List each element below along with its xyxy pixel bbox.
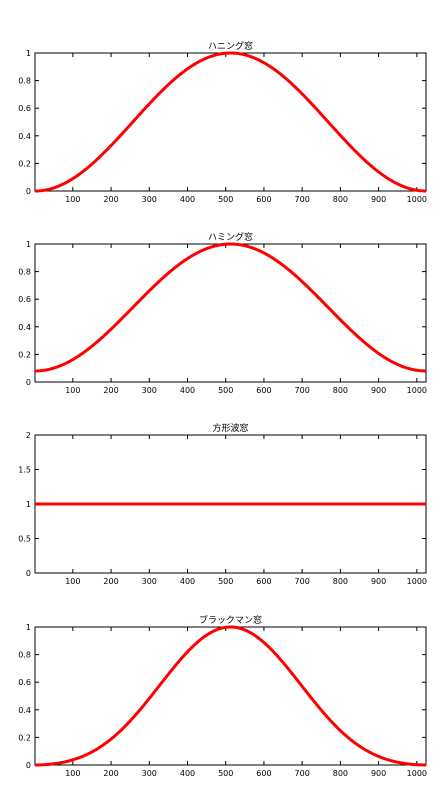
x-tick-label: 700 (295, 195, 310, 204)
x-tick-label: 500 (218, 769, 233, 778)
y-tick-label: 0.2 (18, 733, 31, 742)
x-tick-label: 800 (333, 769, 348, 778)
y-tick-label: 1.5 (18, 466, 31, 475)
axes-box (34, 243, 427, 383)
y-tick-label: 0 (26, 378, 31, 387)
x-tick-label: 100 (65, 386, 80, 395)
x-tick-label: 300 (142, 386, 157, 395)
x-tick-label: 200 (103, 577, 118, 586)
x-tick-label: 600 (256, 577, 271, 586)
y-tick-label: 0.8 (18, 77, 31, 86)
chart-title: ハミング窓 (208, 231, 253, 243)
y-tick-label: 0.2 (18, 159, 31, 168)
y-tick-label: 0 (26, 187, 31, 196)
x-tick-label: 900 (371, 577, 386, 586)
x-tick-label: 200 (103, 386, 118, 395)
x-tick-label: 800 (333, 386, 348, 395)
y-tick-label: 0.6 (18, 295, 31, 304)
y-tick-label: 0.4 (18, 323, 31, 332)
x-tick-label: 500 (218, 577, 233, 586)
subplot-4: ブラックマン窓 100 200 300 400 500 600 700 800 900 1000 0 0… (18, 614, 427, 778)
x-tick-label: 400 (180, 195, 195, 204)
x-tick-label: 1000 (407, 386, 427, 395)
x-tick-label: 100 (65, 769, 80, 778)
x-tick-label: 200 (103, 769, 118, 778)
subplot-2: ハミング窓 100 200 300 400 500 600 700 800 900 1000 0 0.2… (18, 231, 427, 395)
x-tick-label: 700 (295, 386, 310, 395)
x-tick-label: 400 (180, 577, 195, 586)
y-tick-label: 1 (26, 500, 31, 509)
y-tick-label: 0 (26, 569, 31, 578)
x-tick-label: 500 (218, 386, 233, 395)
y-tick-label: 1 (26, 623, 31, 632)
y-tick-label: 0 (26, 761, 31, 770)
chart-title: 方形波窓 (212, 422, 248, 434)
x-tick-label: 300 (142, 769, 157, 778)
x-tick-label: 600 (256, 769, 271, 778)
x-tick-label: 300 (142, 577, 157, 586)
y-tick-label: 0.8 (18, 651, 31, 660)
x-tick-label: 800 (333, 577, 348, 586)
y-tick-label: 0.2 (18, 350, 31, 359)
axes-box (34, 52, 427, 192)
subplot-3: 方形波窓 100 200 300 400 500 600 700 800 900 1000 0 0.5 1… (18, 422, 427, 586)
x-tick-label: 200 (103, 195, 118, 204)
x-tick-label: 500 (218, 195, 233, 204)
x-tick-label: 700 (295, 577, 310, 586)
y-tick-label: 0.4 (18, 706, 31, 715)
chart-title: ハニング窓 (208, 40, 253, 52)
x-tick-label: 900 (371, 195, 386, 204)
y-tick-label: 2 (26, 431, 31, 440)
x-tick-label: 900 (371, 769, 386, 778)
subplot-1: ハニング窓 100 200 300 400 500 600 700 800 900 1000 0 0.2… (18, 40, 427, 204)
series-line (34, 625, 427, 767)
x-tick-label: 1000 (407, 769, 427, 778)
series-line (34, 51, 427, 193)
x-tick-label: 1000 (407, 195, 427, 204)
x-tick-label: 600 (256, 386, 271, 395)
x-tick-label: 800 (333, 195, 348, 204)
axes-box (34, 626, 427, 766)
x-tick-label: 300 (142, 195, 157, 204)
y-tick-label: 0.5 (18, 535, 31, 544)
y-tick-label: 0.6 (18, 104, 31, 113)
chart-title: ブラックマン窓 (199, 614, 262, 626)
y-tick-label: 0.8 (18, 268, 31, 277)
x-tick-label: 1000 (407, 577, 427, 586)
x-tick-label: 700 (295, 769, 310, 778)
x-tick-label: 900 (371, 386, 386, 395)
y-tick-label: 0.6 (18, 678, 31, 687)
x-tick-label: 400 (180, 769, 195, 778)
y-tick-label: 0.4 (18, 132, 31, 141)
x-tick-label: 100 (65, 577, 80, 586)
y-tick-label: 1 (26, 240, 31, 249)
x-tick-label: 400 (180, 386, 195, 395)
x-tick-label: 100 (65, 195, 80, 204)
y-tick-label: 1 (26, 49, 31, 58)
series-line (34, 242, 427, 373)
x-tick-label: 600 (256, 195, 271, 204)
